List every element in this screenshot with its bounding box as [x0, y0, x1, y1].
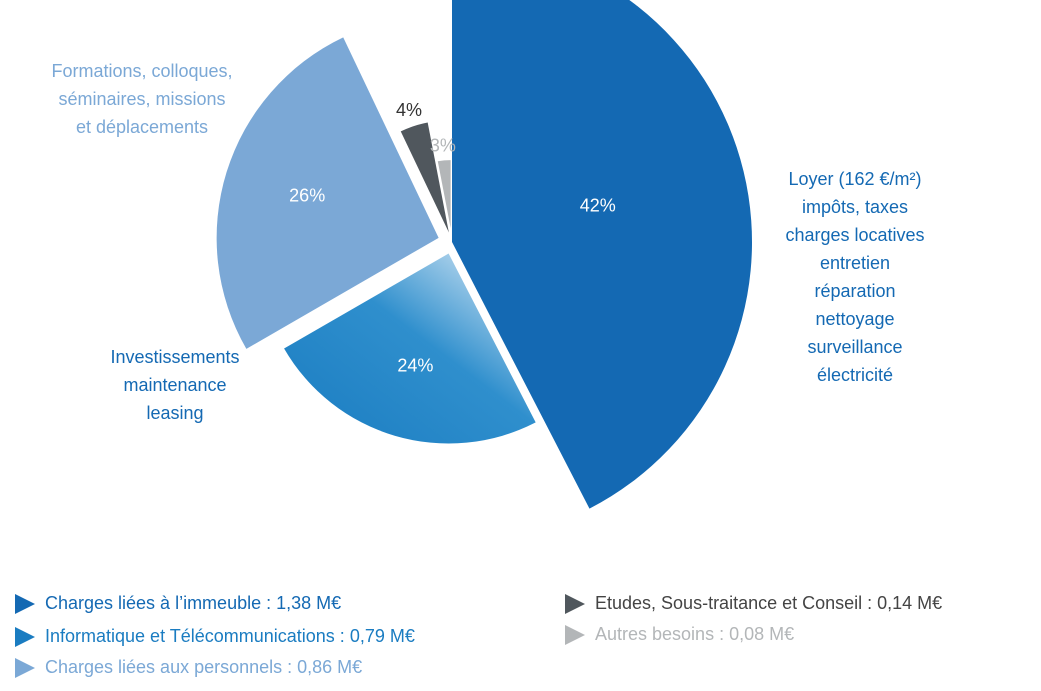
pie-slice — [400, 122, 449, 233]
legend-marker — [15, 658, 35, 678]
pie-slice — [452, 0, 753, 509]
slice-description: impôts, taxes — [802, 197, 908, 217]
slice-description: électricité — [817, 365, 893, 385]
slice-description: Investissements — [110, 347, 239, 367]
pie-slice — [437, 160, 451, 229]
legend-label: Informatique et Télécommunications : 0,7… — [45, 626, 415, 646]
legend-label: Etudes, Sous-traitance et Conseil : 0,14… — [595, 593, 942, 613]
legend-marker — [565, 594, 585, 614]
slice-description: nettoyage — [815, 309, 894, 329]
slice-description: charges locatives — [785, 225, 924, 245]
legend-marker — [565, 625, 585, 645]
slice-label: 26% — [289, 186, 325, 206]
slice-description: leasing — [146, 403, 203, 423]
pie-slice — [284, 253, 536, 444]
legend-marker — [15, 627, 35, 647]
slice-label: 42% — [580, 195, 616, 215]
slice-description: Loyer (162 €/m²) — [788, 169, 921, 189]
legend-label: Charges liées aux personnels : 0,86 M€ — [45, 657, 362, 677]
slice-description: maintenance — [123, 375, 226, 395]
slice-label: 4% — [396, 100, 422, 120]
legend-marker — [15, 594, 35, 614]
slice-label: 24% — [397, 355, 433, 375]
pie-slice — [216, 37, 439, 349]
slice-description: Formations, colloques, — [51, 61, 232, 81]
slice-description: réparation — [814, 281, 895, 301]
slice-description: surveillance — [807, 337, 902, 357]
slice-label: 3% — [430, 136, 456, 156]
slice-description: entretien — [820, 253, 890, 273]
slice-description: séminaires, missions — [58, 89, 225, 109]
slice-description: et déplacements — [76, 117, 208, 137]
legend-label: Autres besoins : 0,08 M€ — [595, 624, 794, 644]
legend-label: Charges liées à l’immeuble : 1,38 M€ — [45, 593, 341, 613]
